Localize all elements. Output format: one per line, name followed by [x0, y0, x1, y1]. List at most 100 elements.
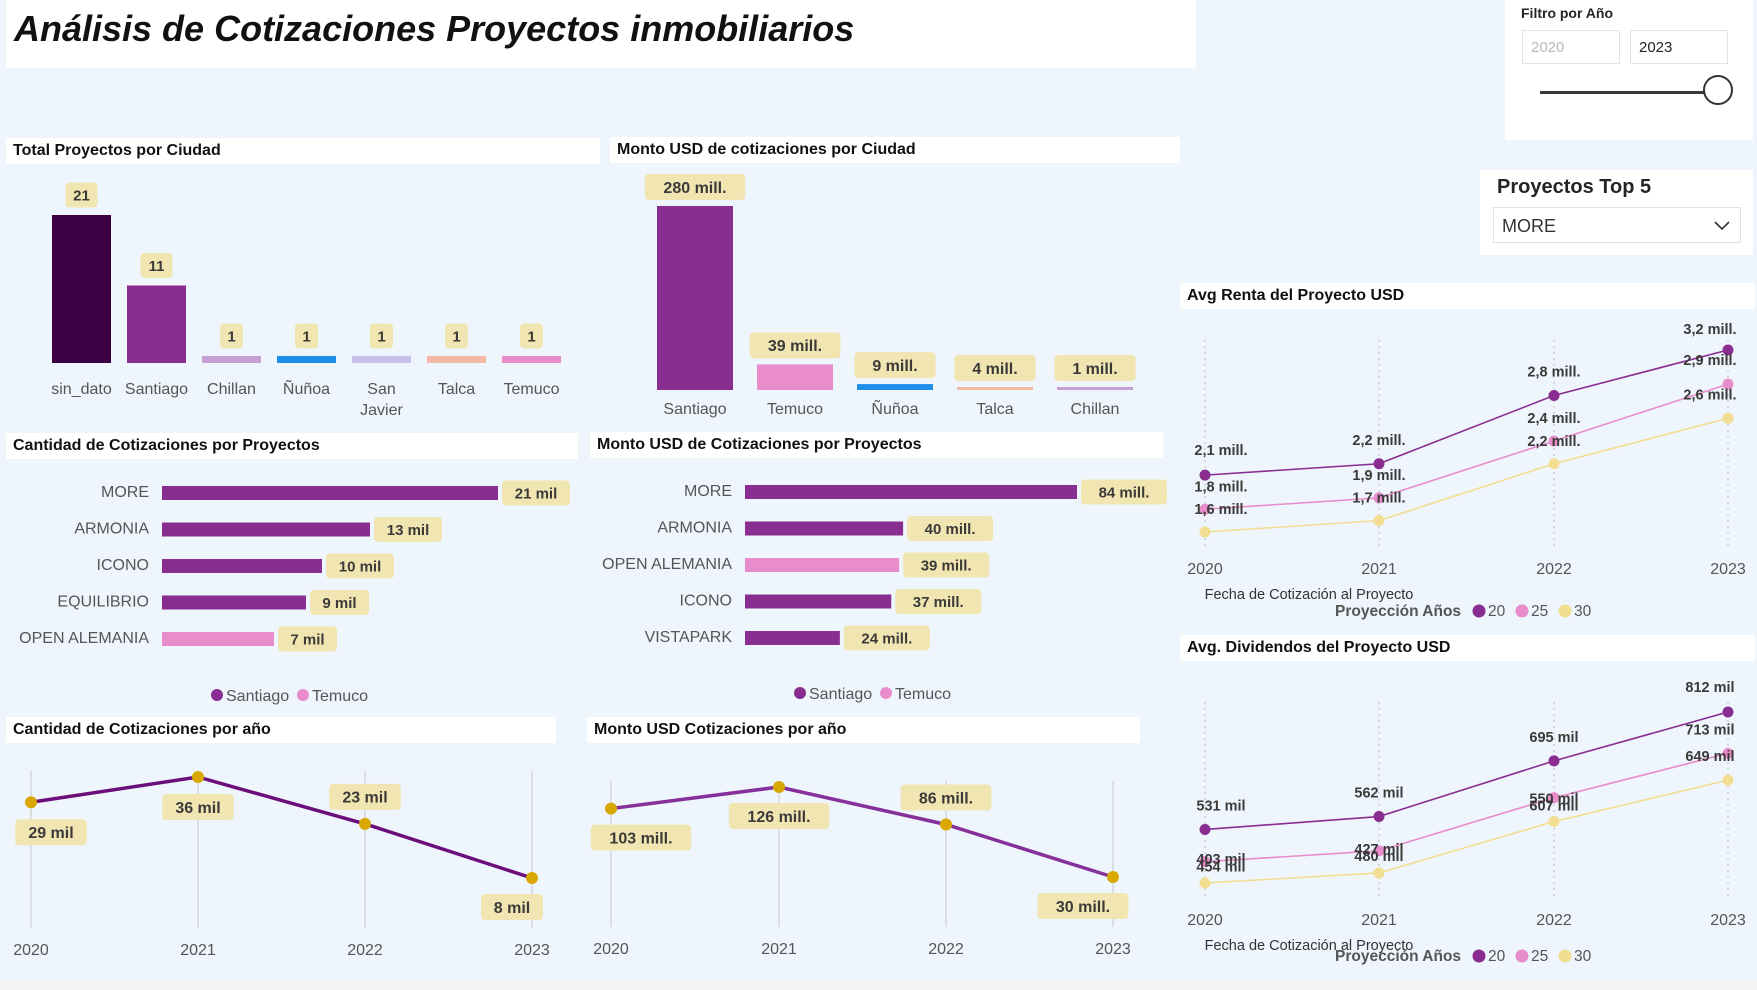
data-label-monto-ciudad-2-bg	[854, 352, 936, 379]
data-label-monto-ciudad-0-bg	[644, 174, 746, 200]
year-slider-handle[interactable]	[1703, 75, 1733, 105]
bar-cant-proyectos-4	[162, 632, 274, 646]
year-from-input[interactable]: 2020	[1522, 30, 1620, 64]
data-label-proyectos-4-bg	[370, 323, 393, 349]
point-dividendos-30-2	[1548, 816, 1560, 828]
bar-proyectos-sin_dato	[52, 215, 111, 363]
point-dividendos-30-1	[1373, 867, 1385, 879]
data-label-cant-proyectos-2: 10 mil	[339, 558, 382, 575]
bar-monto-ciudad-2	[857, 384, 933, 390]
tick-label-monto-anio-2: 2022	[928, 941, 964, 958]
data-label-cant-proyectos-4: 7 mil	[290, 631, 324, 648]
point-renta-30-2	[1548, 458, 1560, 470]
data-label-monto-proyectos-2-bg	[903, 552, 990, 578]
data-label-dividendos-20-0: 531 mil	[1196, 798, 1245, 814]
data-label-cant-anio-2-bg	[329, 783, 401, 810]
data-label-cant-proyectos-1-bg	[374, 517, 442, 542]
tick-label-renta-3: 2023	[1710, 561, 1746, 578]
panel-head-cant-anio: Cantidad de Cotizaciones por año	[6, 717, 556, 743]
bar-monto-proyectos-0	[745, 485, 1077, 499]
page-title: Análisis de Cotizaciones Proyectos inmob…	[14, 8, 855, 49]
legend-label-renta-30: 30	[1574, 603, 1592, 620]
point-monto-anio-3	[1107, 871, 1119, 883]
legend-marker-renta-30	[1558, 604, 1572, 618]
data-label-renta-25-1: 1,9 mill.	[1352, 468, 1405, 484]
panel-head-cant-proyectos: Cantidad de Cotizaciones por Proyectos	[6, 433, 578, 459]
data-label-proyectos-0: 21	[73, 187, 90, 204]
point-renta-20-3	[1722, 344, 1734, 356]
bar-proyectos-ñuñoa	[277, 355, 336, 363]
data-label-cant-proyectos-3-bg	[310, 590, 369, 615]
top5-slicer: Proyectos Top 5 MORE	[1480, 170, 1753, 255]
legend-santiago-cant-proyectos-marker	[211, 689, 223, 701]
year-to-input[interactable]: 2023	[1630, 30, 1728, 64]
bar-monto-proyectos-4	[745, 631, 840, 645]
point-renta-30-0	[1199, 526, 1211, 538]
tick-label-proyectos-1-0: Santiago	[125, 381, 188, 398]
data-label-monto-anio-3-bg	[1037, 893, 1129, 919]
data-label-cant-anio-0-bg	[15, 819, 87, 846]
point-renta-25-3	[1722, 378, 1734, 390]
data-label-monto-ciudad-1-bg	[749, 332, 841, 359]
data-label-monto-proyectos-0-bg	[1081, 479, 1167, 505]
bar-monto-proyectos-3	[745, 594, 892, 609]
data-label-renta-25-0: 1,8 mill.	[1194, 479, 1247, 495]
top5-dropdown[interactable]: MORE	[1493, 207, 1741, 243]
legend-santiago-cant-proyectos: Santiago	[226, 688, 289, 705]
point-dividendos-30-3	[1722, 774, 1734, 786]
tick-label-dividendos-2: 2022	[1536, 912, 1572, 929]
bar-cant-proyectos-1	[162, 522, 370, 537]
data-label-renta-30-0: 1,6 mill.	[1194, 502, 1247, 518]
tick-label-proyectos-4-1: Javier	[360, 402, 403, 419]
data-label-monto-anio-1: 126 mill.	[747, 809, 810, 826]
data-label-dividendos-25-2: 607 mil	[1529, 799, 1578, 815]
data-label-monto-anio-2-bg	[900, 784, 992, 811]
data-label-proyectos-0-bg	[65, 182, 98, 208]
data-label-monto-proyectos-2: 39 mill.	[921, 557, 972, 574]
series-line-dividendos-20	[1204, 711, 1729, 831]
tick-label-cant-proyectos-0: MORE	[101, 484, 149, 501]
data-label-monto-proyectos-4-bg	[843, 625, 930, 651]
data-label-cant-proyectos-1: 13 mil	[387, 522, 430, 539]
data-label-monto-ciudad-4-bg	[1054, 355, 1136, 381]
point-dividendos-20-1	[1373, 811, 1385, 823]
data-label-cant-anio-3: 8 mil	[494, 900, 530, 917]
panel-head-monto-proyectos: Monto USD de Cotizaciones por Proyectos	[590, 432, 1163, 458]
bottom-strip	[0, 980, 1757, 990]
bar-monto-proyectos-1	[745, 521, 904, 536]
chart-title-monto-anio: Monto USD Cotizaciones por año	[594, 721, 847, 738]
data-label-dividendos-20-3: 812 mil	[1685, 680, 1734, 696]
data-label-renta-20-0: 2,1 mill.	[1194, 443, 1247, 459]
data-label-dividendos-30-0: 403 mil	[1196, 852, 1245, 868]
point-dividendos-20-0	[1199, 823, 1211, 835]
top5-title: Proyectos Top 5	[1497, 176, 1652, 198]
year-slider-track[interactable]	[1540, 91, 1718, 94]
chart-title-renta: Avg Renta del Proyecto USD	[1187, 287, 1405, 304]
data-label-proyectos-6: 1	[527, 328, 535, 345]
data-label-monto-anio-3: 30 mill.	[1056, 899, 1110, 916]
data-label-proyectos-3: 1	[302, 328, 310, 345]
data-label-renta-30-3: 2,6 mill.	[1683, 387, 1736, 403]
data-label-cant-anio-1-bg	[162, 794, 234, 820]
tick-label-monto-anio-3: 2023	[1095, 941, 1131, 958]
legend-marker-renta-20	[1472, 604, 1486, 618]
legend-santiago-monto-proyectos: Santiago	[809, 686, 872, 703]
data-label-cant-proyectos-0-bg	[502, 480, 570, 506]
legend-marker-dividendos-20	[1472, 949, 1486, 963]
data-label-proyectos-2: 1	[227, 328, 235, 345]
data-label-proyectos-1-bg	[140, 252, 173, 278]
legend-santiago-monto-proyectos-marker	[794, 687, 806, 699]
data-label-monto-ciudad-2: 9 mill.	[872, 358, 917, 375]
tick-label-monto-proyectos-1: ARMONIA	[657, 520, 732, 537]
point-cant-anio-3	[526, 872, 538, 884]
data-label-cant-proyectos-2-bg	[326, 553, 394, 579]
tick-label-renta-2: 2022	[1536, 561, 1572, 578]
bar-monto-ciudad-0	[657, 206, 733, 390]
chart-title-dividendos: Avg. Dividendos del Proyecto USD	[1187, 639, 1451, 656]
data-label-monto-anio-1-bg	[728, 803, 830, 829]
bar-cant-proyectos-3	[162, 595, 306, 610]
data-label-dividendos-25-0: 454 mil	[1196, 860, 1245, 876]
data-label-proyectos-5: 1	[452, 328, 460, 345]
data-label-renta-30-1: 1,7 mill.	[1352, 491, 1405, 507]
year-filter-title: Filtro por Año	[1521, 5, 1614, 21]
